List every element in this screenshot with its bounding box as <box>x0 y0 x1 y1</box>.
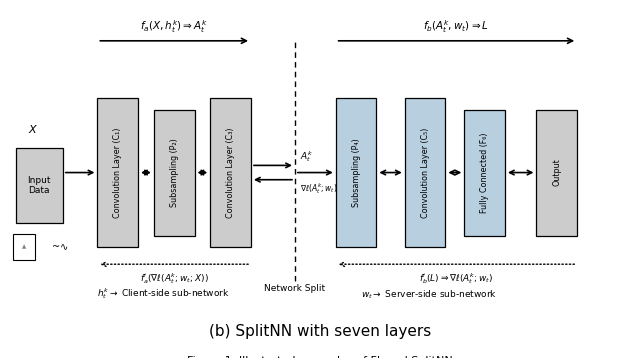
Text: Figure 1: Illustrated examples of FL and SplitNN: Figure 1: Illustrated examples of FL and… <box>187 356 453 358</box>
Bar <box>211 98 251 247</box>
Text: Convolution Layer (C₅): Convolution Layer (C₅) <box>420 127 429 218</box>
Text: $w_t \rightarrow$ Server-side sub-network: $w_t \rightarrow$ Server-side sub-networ… <box>361 289 497 301</box>
Text: $f_b(A_t^k, w_t) \Rightarrow L$: $f_b(A_t^k, w_t) \Rightarrow L$ <box>424 18 490 35</box>
Text: $\nabla \ell(A_t^k; w_t)$: $\nabla \ell(A_t^k; w_t)$ <box>300 181 337 196</box>
Text: $h_t^k \rightarrow$ Client-side sub-network: $h_t^k \rightarrow$ Client-side sub-netw… <box>97 286 230 301</box>
Text: Output: Output <box>552 159 561 187</box>
Text: Convolution Layer (C₁): Convolution Layer (C₁) <box>113 127 122 218</box>
Bar <box>13 234 35 260</box>
Text: Subsampling (P₄): Subsampling (P₄) <box>351 138 360 207</box>
Text: Network Split: Network Split <box>264 284 326 293</box>
Bar <box>536 110 577 236</box>
Text: $X$: $X$ <box>28 123 38 135</box>
Text: $f_a(X, h_t^k) \Rightarrow A_t^k$: $f_a(X, h_t^k) \Rightarrow A_t^k$ <box>140 18 208 35</box>
Bar <box>154 110 195 236</box>
Bar <box>336 98 376 247</box>
Text: (b) SplitNN with seven layers: (b) SplitNN with seven layers <box>209 324 431 339</box>
Text: $f_a'(\nabla \ell(A_t^k; w_t; X))$: $f_a'(\nabla \ell(A_t^k; w_t; X))$ <box>140 271 209 286</box>
Text: Convolution Layer (C₃): Convolution Layer (C₃) <box>226 127 235 218</box>
Bar <box>404 98 445 247</box>
Text: ▲: ▲ <box>22 245 26 250</box>
Bar <box>464 110 505 236</box>
Bar <box>97 98 138 247</box>
Text: Input
Data: Input Data <box>28 176 51 195</box>
Text: $A_t^k$: $A_t^k$ <box>300 149 313 164</box>
Text: Subsampling (P₂): Subsampling (P₂) <box>170 138 179 207</box>
Text: Fully Connected (F₆): Fully Connected (F₆) <box>480 132 489 213</box>
Text: $f_b'(L) \Rightarrow \nabla \ell(A_t^k; w_t)$: $f_b'(L) \Rightarrow \nabla \ell(A_t^k; … <box>419 271 493 286</box>
Text: ~∿: ~∿ <box>52 242 68 252</box>
Bar <box>16 148 63 223</box>
